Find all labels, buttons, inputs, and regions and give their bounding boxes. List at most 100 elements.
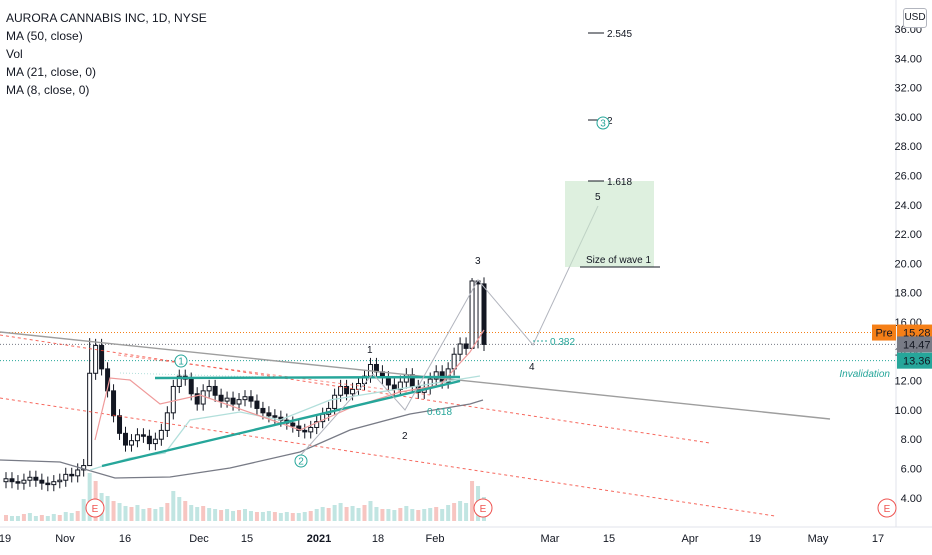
volume-bar (362, 505, 367, 521)
volume-bar (302, 512, 307, 521)
wave-label-2: 2 (402, 431, 408, 442)
candle-up (314, 421, 320, 428)
indicator-ma21[interactable]: MA (21, close, 0) (6, 65, 97, 79)
volume-bar (374, 507, 379, 521)
indicator-ma8[interactable]: MA (8, close, 0) (6, 83, 90, 97)
price-tick-label: 4.00 (901, 493, 922, 505)
candle-up (87, 372, 93, 467)
time-tick-label: 18 (372, 533, 384, 545)
candles (3, 277, 487, 492)
candle-down (248, 396, 254, 402)
price-tick-label: 8.00 (901, 434, 922, 446)
candle-down (296, 425, 302, 431)
candle-down (272, 415, 278, 418)
last-price-badge (897, 336, 932, 353)
volume-bar (440, 509, 445, 521)
volume-bar (153, 509, 158, 521)
volume-bar (141, 509, 146, 521)
time-tick-label: 16 (119, 533, 131, 545)
volume-bar (344, 507, 349, 521)
candle-up (433, 371, 439, 380)
ma50-line (0, 399, 484, 479)
volume-bar (338, 503, 343, 521)
candle-down (140, 434, 146, 437)
price-tick-label: 30.00 (894, 112, 922, 124)
candle-down (254, 400, 260, 409)
candle-down (266, 412, 272, 417)
candle-down (15, 481, 21, 484)
price-tick-label: 22.00 (894, 229, 922, 241)
candle-down (391, 384, 397, 390)
earnings-marker-label: E (884, 504, 891, 515)
symbol-title[interactable]: AURORA CANNABIS INC, 1D, NYSE (6, 11, 207, 25)
earnings-marker-label: E (92, 504, 99, 515)
volume-bar (266, 511, 271, 521)
volume-bar (123, 506, 128, 521)
indicator-ma50[interactable]: MA (50, close) (6, 29, 83, 43)
time-tick-label: Mar (541, 533, 560, 545)
fib-2-label: 2 (607, 116, 613, 127)
candle-up (93, 344, 99, 374)
volume-bar (284, 512, 289, 521)
price-tick-label: 24.00 (894, 200, 922, 212)
volume-bar (159, 507, 164, 521)
currency-button[interactable]: USD (903, 8, 927, 28)
volume-bar (21, 514, 26, 521)
fib-0618-label: 0.618 (427, 407, 452, 418)
candle-down (99, 344, 105, 370)
volume-bar (278, 513, 283, 521)
volume-bar (33, 516, 38, 521)
candle-down (111, 390, 117, 417)
volume-bar (177, 497, 182, 521)
candle-up (242, 396, 248, 401)
target-box (565, 181, 654, 267)
candle-up (206, 385, 212, 392)
volume-bar (356, 508, 361, 521)
candle-up (164, 412, 170, 431)
volume-bar (332, 505, 337, 521)
candle-down (33, 476, 39, 481)
candle-down (39, 479, 45, 484)
descending-trendline (0, 331, 831, 420)
candle-up (170, 385, 176, 414)
volume-bar (213, 509, 218, 521)
wave-label-5: 5 (595, 192, 601, 203)
candle-down (385, 377, 391, 386)
volume-bar (326, 508, 331, 521)
volume-bar (296, 513, 301, 521)
volume-bar (416, 510, 421, 521)
volume-bars (4, 473, 486, 521)
volume-bar (422, 509, 427, 521)
wave-label-4: 4 (529, 362, 535, 373)
candle-up (128, 440, 134, 446)
candle-down (481, 283, 487, 345)
candle-down (45, 482, 51, 486)
volume-bar (380, 509, 385, 521)
candle-up (308, 426, 314, 433)
price-tick-label: 28.00 (894, 141, 922, 153)
volume-bar (4, 515, 8, 521)
volume-bar (470, 481, 475, 521)
candle-up (134, 434, 140, 442)
price-tick-label: 10.00 (894, 405, 922, 417)
candle-up (332, 394, 338, 409)
invalidation-level-badge (897, 352, 932, 369)
time-tick-label: 19 (0, 533, 11, 545)
volume-bar (207, 508, 212, 521)
circled-wave-label: 2 (298, 457, 304, 468)
pre-market-prefix: Pre (875, 328, 892, 340)
wave-label-1: 1 (367, 345, 373, 356)
time-tick-label: May (808, 533, 829, 545)
indicator-vol[interactable]: Vol (6, 47, 23, 61)
time-tick-label: Dec (189, 533, 209, 545)
candle-down (188, 378, 194, 395)
time-tick-label: Apr (681, 533, 698, 545)
volume-bar (248, 511, 253, 521)
volume-bar (147, 508, 152, 521)
candle-up (63, 473, 69, 481)
volume-bar (243, 509, 247, 521)
price-tick-label: 12.00 (894, 376, 922, 388)
candle-up (3, 478, 9, 483)
